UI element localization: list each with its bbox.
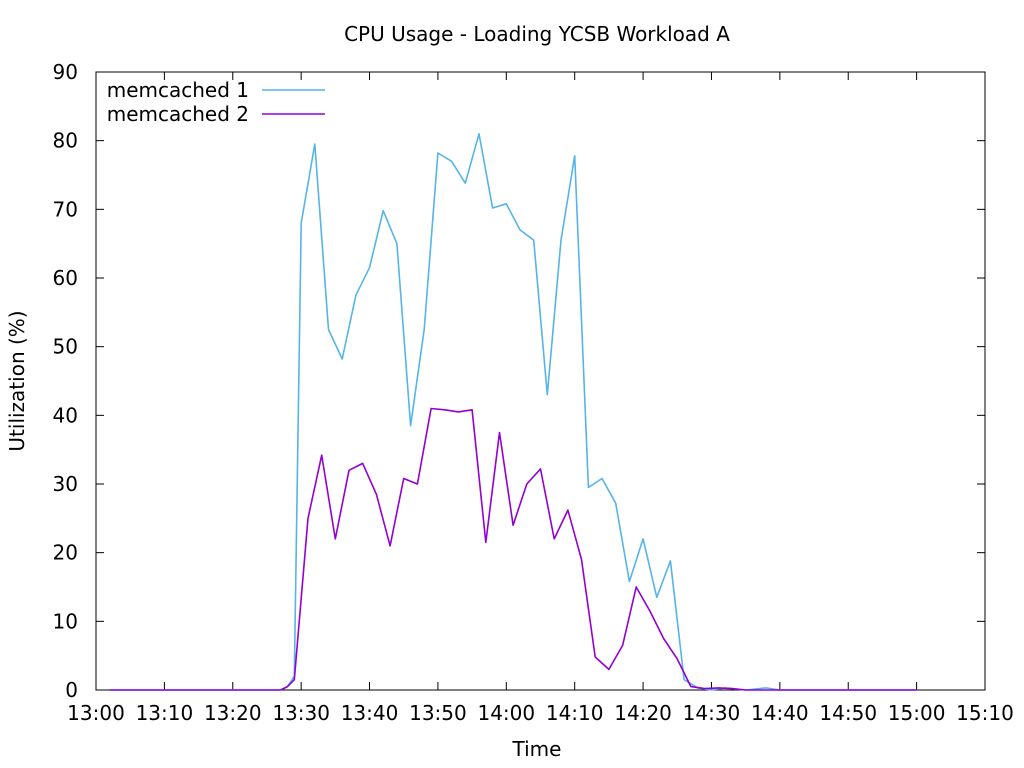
x-tick-label: 15:10 [956,701,1014,725]
x-axis-title: Time [512,737,562,761]
x-tick-label: 13:00 [67,701,125,725]
x-tick-label: 13:40 [341,701,399,725]
y-tick-label: 20 [53,541,78,565]
legend-label: memcached 1 [107,78,249,102]
x-tick-label: 14:20 [614,701,672,725]
y-tick-label: 80 [53,129,78,153]
y-tick-label: 90 [53,60,78,84]
plot-frame [95,71,986,691]
x-tick-label: 13:20 [204,701,262,725]
y-tick-label: 70 [53,197,78,221]
legend-label: memcached 2 [107,102,249,126]
x-tick-label: 14:40 [751,701,809,725]
y-tick-label: 0 [65,678,78,702]
chart-title: CPU Usage - Loading YCSB Workload A [344,22,730,46]
y-tick-label: 30 [53,472,78,496]
y-tick-label: 50 [53,335,78,359]
x-tick-label: 13:50 [409,701,467,725]
x-tick-label: 13:10 [136,701,194,725]
x-tick-label: 14:00 [477,701,535,725]
x-tick-label: 14:50 [819,701,877,725]
x-tick-label: 14:30 [683,701,741,725]
x-tick-label: 13:30 [272,701,330,725]
series-line-1 [109,133,917,691]
plot-area: 0 10 20 30 40 50 60 70 80 90 13:00 13:10 13:20 13:30 1… [53,60,1014,725]
series-line-2 [109,407,917,691]
x-tick-label: 15:00 [888,701,946,725]
x-tick-label: 14:10 [546,701,604,725]
y-tick-label: 10 [53,609,78,633]
y-axis-title: Utilization (%) [5,310,29,451]
y-tick-label: 60 [53,266,78,290]
y-tick-label: 40 [53,403,78,427]
